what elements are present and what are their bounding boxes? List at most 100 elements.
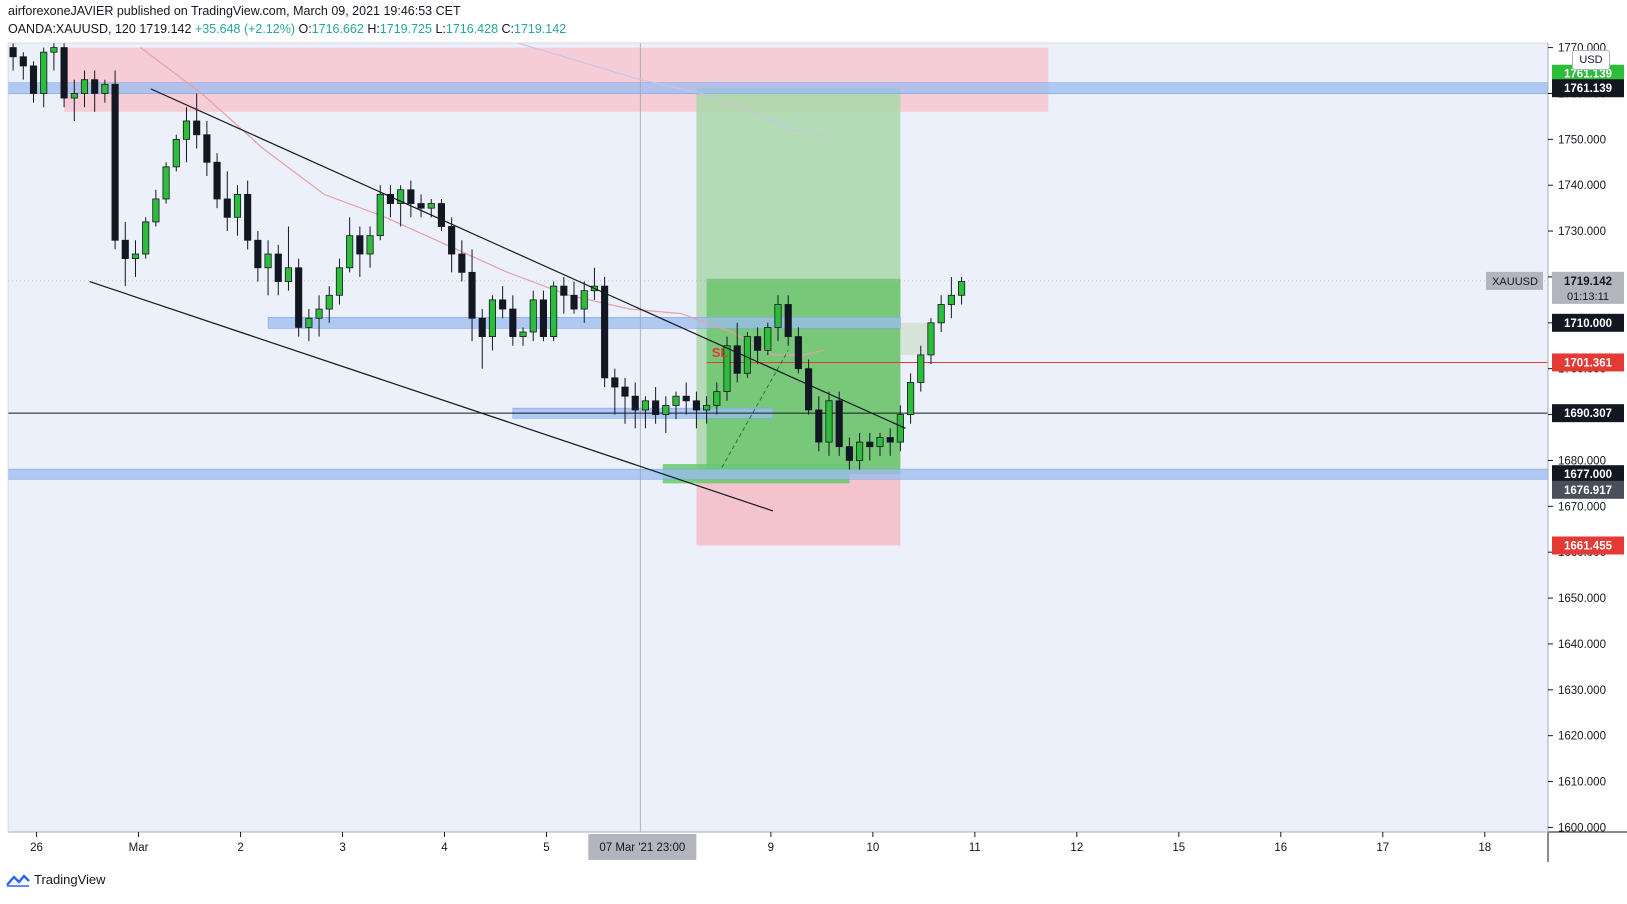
bear-candle-body — [60, 47, 68, 99]
symbol-tag-box — [1486, 271, 1543, 290]
candle — [611, 368, 619, 415]
brand-label: TradingView — [34, 872, 106, 887]
bull-candle-body — [743, 336, 751, 374]
candle — [142, 217, 150, 259]
candle — [356, 226, 364, 277]
bull-candle-body — [488, 299, 496, 337]
bull-candle-body — [264, 253, 272, 269]
bear-candle-body — [845, 446, 853, 461]
candle — [713, 382, 721, 415]
candle — [794, 327, 802, 374]
bull-candle-body — [70, 93, 78, 99]
currency-button[interactable]: USD — [1572, 50, 1610, 70]
x-tick-label: 5 — [543, 842, 549, 854]
bull-candle-body — [723, 345, 731, 393]
bear-candle-body — [560, 285, 568, 296]
tradingview-brand[interactable]: TradingView — [6, 872, 106, 887]
bear-candle-body — [570, 294, 578, 310]
candle — [91, 70, 99, 112]
bear-candle-body — [478, 317, 486, 337]
candle — [152, 189, 160, 227]
bear-candle-body — [631, 395, 639, 411]
y-tick-label: 1750.000 — [1558, 134, 1606, 146]
open-target-zone — [706, 278, 901, 475]
bear-candle-body — [784, 304, 792, 337]
bear-candle-body — [203, 134, 211, 163]
x-tick-label: 16 — [1274, 842, 1287, 854]
symbol-name[interactable]: OANDA:XAUUSD, 120 — [8, 22, 136, 36]
candle — [886, 428, 894, 456]
bull-candle-body — [397, 189, 405, 204]
sl-label: SL — [712, 345, 729, 360]
bull-candle-body — [917, 354, 925, 383]
candle — [254, 231, 262, 282]
bull-candle-body — [876, 437, 884, 448]
y-tick-label: 1740.000 — [1558, 180, 1606, 192]
candle — [723, 336, 731, 401]
candle — [468, 249, 476, 342]
y-tick-label: 1640.000 — [1558, 639, 1606, 651]
tag-1701-box — [1552, 353, 1624, 372]
candle — [570, 281, 578, 314]
y-tick-label: 1610.000 — [1558, 777, 1606, 789]
candle — [488, 295, 496, 351]
bull-candle-body — [641, 400, 649, 411]
x-tick-label: 12 — [1070, 842, 1083, 854]
bull-candle-body — [550, 285, 558, 337]
bear-candle-body — [274, 253, 282, 282]
candle — [346, 217, 354, 273]
candle — [131, 240, 140, 277]
x-tick-label: 2 — [237, 842, 243, 854]
tag-1690-label: 1690.307 — [1564, 408, 1612, 420]
candle — [437, 198, 446, 232]
price-change: +35.648 (+2.12%) — [194, 22, 296, 36]
plot-frame — [7, 42, 1549, 833]
crosshair-time-box — [588, 834, 697, 860]
stop-zone — [696, 474, 901, 546]
bear-candle-body — [509, 308, 517, 337]
projection-dashed-line — [721, 350, 789, 468]
tag-1710-label: 1710.000 — [1564, 318, 1612, 330]
bear-candle-body — [652, 400, 660, 415]
candle — [182, 107, 191, 163]
bear-candle-body — [437, 203, 446, 227]
bear-candle-body — [794, 336, 802, 370]
tag-1761-box — [1552, 79, 1624, 98]
bull-candle-body — [50, 47, 58, 53]
candle — [866, 432, 874, 461]
bull-candle-body — [927, 322, 935, 356]
x-tick-label: 18 — [1478, 842, 1491, 854]
candle — [458, 240, 466, 282]
candle — [509, 295, 517, 346]
bear-candle-body — [407, 189, 415, 204]
ma-fast — [140, 47, 825, 356]
candle — [580, 281, 588, 323]
tag-1719-countdown: 01:13:11 — [1567, 291, 1609, 303]
bull-candle-body — [713, 391, 721, 406]
bull-candle-body — [376, 193, 384, 237]
bear-candle-body — [19, 56, 27, 67]
bear-candle-body — [611, 377, 619, 388]
tag-1719-box — [1552, 271, 1624, 304]
candle — [9, 43, 17, 71]
bull-candle-body — [40, 51, 48, 94]
x-tick-label: 15 — [1172, 842, 1185, 854]
candle — [682, 382, 690, 415]
candle — [448, 217, 456, 273]
bull-candle-body — [662, 404, 670, 415]
tag-1761-green-label: 1761.139 — [1564, 69, 1612, 81]
candle — [0, 48, 6, 103]
y-tick-label: 1650.000 — [1558, 593, 1606, 605]
bear-candle-body — [356, 235, 364, 255]
bear-candle-body — [254, 239, 262, 269]
candle — [927, 318, 935, 365]
bull-candle-body — [101, 83, 109, 94]
candle — [774, 295, 782, 342]
candle — [223, 171, 231, 232]
candle — [876, 432, 884, 456]
low-label: L: — [435, 22, 446, 36]
candle — [19, 52, 27, 80]
candle — [325, 286, 333, 323]
